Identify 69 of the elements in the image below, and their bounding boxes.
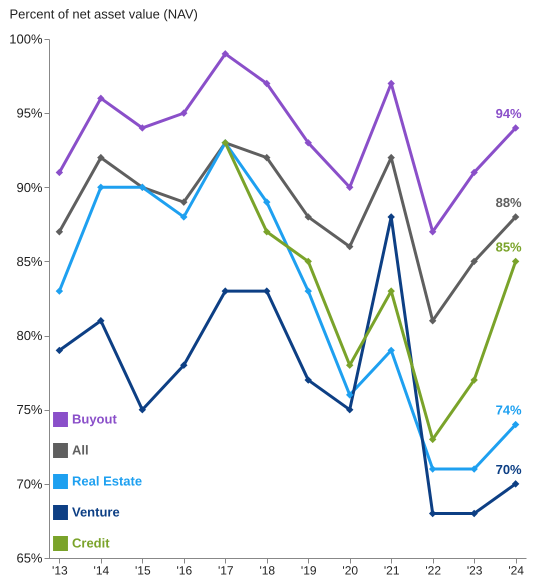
x-tick-label: '15 — [135, 564, 151, 578]
point — [470, 258, 478, 266]
y-tick-label: 85% — [16, 254, 43, 269]
point — [222, 287, 229, 295]
y-tick-label: 95% — [16, 106, 43, 121]
data-label: 88% — [496, 194, 522, 210]
point — [263, 198, 270, 206]
legend-label: Venture — [72, 504, 120, 520]
x-tick-label: '17 — [218, 564, 234, 578]
legend-label: Buyout — [72, 412, 118, 426]
point — [56, 346, 64, 354]
point — [387, 346, 395, 354]
point — [263, 228, 270, 236]
point — [304, 258, 312, 266]
point — [346, 362, 354, 369]
point — [138, 406, 146, 414]
y-tick-label: 65% — [16, 550, 43, 566]
data-label: 85% — [496, 239, 522, 254]
legend-label: Real Estate — [72, 474, 142, 488]
point — [346, 391, 354, 399]
y-tick-label: 80% — [16, 328, 43, 344]
x-tick-label: '22 — [425, 564, 442, 578]
x-tick-label: '19 — [300, 564, 317, 578]
point — [304, 213, 312, 221]
y-axis-title: Percent of net asset value (NAV) — [10, 6, 198, 22]
y-tick-label: 70% — [16, 476, 43, 492]
point — [346, 406, 354, 414]
x-tick-label: '20 — [342, 564, 358, 578]
point — [346, 184, 354, 191]
point — [180, 198, 188, 206]
x-tick-label: '18 — [259, 564, 276, 578]
x-tick-label: '16 — [176, 564, 192, 578]
point — [180, 362, 188, 369]
point — [56, 287, 64, 295]
point — [512, 420, 520, 428]
point — [512, 258, 520, 266]
point — [97, 94, 105, 102]
point — [512, 480, 520, 488]
point — [180, 109, 188, 117]
y-tick-label: 75% — [16, 402, 43, 418]
point — [180, 213, 188, 221]
x-tick-label: '21 — [384, 564, 400, 578]
point — [222, 50, 229, 58]
point — [512, 213, 520, 221]
data-label: 94% — [496, 106, 522, 121]
point — [346, 242, 354, 250]
y-tick-label: 100% — [9, 32, 43, 46]
point — [470, 376, 478, 384]
point — [263, 287, 270, 295]
point — [138, 124, 146, 132]
point — [304, 287, 312, 295]
point — [512, 124, 520, 132]
point — [56, 168, 64, 176]
x-tick-label: '13 — [52, 564, 68, 578]
x-tick-label: '14 — [94, 564, 110, 578]
x-tick-label: '24 — [508, 564, 524, 578]
point — [97, 317, 105, 324]
point — [304, 376, 312, 384]
legend-label: Credit — [72, 536, 110, 550]
point — [470, 168, 478, 176]
x-tick-label: '23 — [466, 564, 483, 578]
y-tick-label: 90% — [16, 180, 43, 195]
point — [263, 154, 270, 162]
legend-label: All — [72, 442, 89, 458]
point — [56, 228, 64, 236]
data-label: 70% — [496, 462, 522, 477]
data-label: 74% — [496, 402, 522, 418]
point — [97, 154, 105, 162]
point — [304, 139, 312, 147]
